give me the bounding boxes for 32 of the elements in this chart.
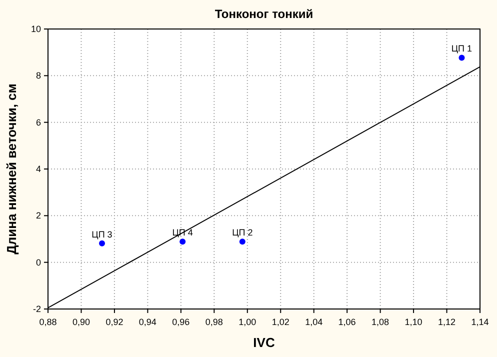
x-tick-label: 1,06	[338, 317, 356, 327]
annotation: ЦП 2	[232, 228, 253, 238]
chart-title: Тонконог тонкий	[214, 7, 314, 21]
point	[99, 240, 105, 246]
point	[180, 238, 186, 245]
y-tick-label: 6	[36, 117, 41, 128]
x-axis-title: IVC	[253, 335, 276, 350]
point	[458, 54, 465, 61]
x-tick-label: 0,92	[106, 317, 124, 327]
x-tick-label: 1,12	[438, 317, 456, 327]
x-tick-label: 1,14	[471, 317, 489, 327]
annotation: ЦП 4	[172, 228, 193, 238]
x-tick-label: 1,02	[272, 317, 290, 327]
y-tick-label: 4	[36, 164, 41, 174]
y-tick-label: 0	[36, 257, 41, 268]
x-tick-label: 1,04	[305, 317, 323, 327]
x-tick-label: 1,00	[238, 317, 256, 327]
y-tick-label: 10	[30, 24, 41, 34]
x-tick-label: 0,94	[138, 317, 156, 327]
point	[239, 238, 246, 245]
y-tick-label: -2	[32, 304, 41, 314]
x-tick-label: 0,88	[39, 317, 57, 327]
x-tick-label: 0,90	[72, 317, 90, 327]
y-axis-title: Длина нижней веточки, см	[4, 84, 19, 254]
x-tick-label: 1,08	[372, 317, 390, 327]
x-tick-label: 1,10	[404, 317, 422, 327]
y-tick-label: 2	[36, 210, 41, 221]
annotation: ЦП 3	[92, 229, 112, 240]
x-tick-label: 0,96	[172, 317, 190, 327]
annotation: ЦП 1	[451, 44, 472, 54]
y-tick-label: 8	[36, 70, 41, 81]
x-tick-label: 0,98	[205, 317, 223, 327]
